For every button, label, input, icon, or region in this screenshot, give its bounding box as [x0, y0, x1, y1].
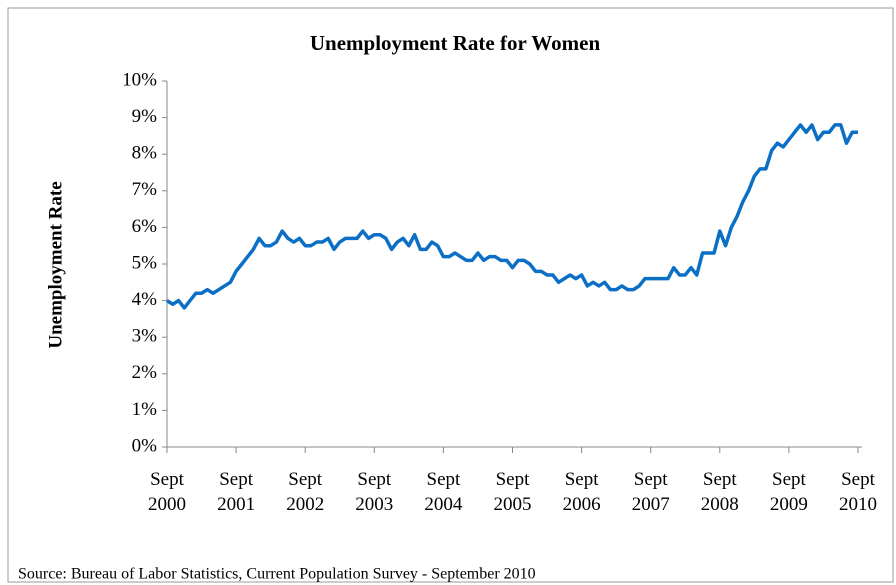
- y-tick-label: 10%: [122, 69, 157, 90]
- x-tick-label: Sept 2004: [424, 469, 463, 515]
- x-tick-label: Sept 2009: [769, 469, 808, 515]
- data-line: [166, 123, 858, 310]
- x-tick-label: Sept 2002: [286, 469, 325, 515]
- y-tick-label: 6%: [132, 216, 158, 237]
- y-tick-label: 4%: [132, 289, 158, 310]
- x-tick-label: Sept 2006: [562, 469, 601, 515]
- x-tick-label: Sept 2005: [493, 469, 532, 515]
- y-tick-label: 5%: [132, 252, 158, 273]
- x-tick-label: Sept 2000: [148, 469, 186, 515]
- chart-frame: [7, 7, 894, 583]
- y-tick-label: 3%: [132, 326, 158, 347]
- y-axis-label: Unemployment Rate: [45, 181, 66, 348]
- source-note: Source: Bureau of Labor Statistics, Curr…: [18, 566, 536, 583]
- y-tick-label: 1%: [132, 399, 158, 420]
- x-tick-label: Sept 2001: [217, 469, 256, 515]
- y-tick-label: 9%: [132, 106, 158, 127]
- y-tick-label: 2%: [132, 362, 158, 383]
- y-tick-label: 0%: [132, 435, 158, 456]
- x-tick-label: Sept 2003: [355, 469, 394, 515]
- y-tick-label: 8%: [132, 143, 158, 164]
- x-tick-label: Sept 2007: [631, 469, 670, 515]
- x-tick-label: Sept 2010: [839, 469, 877, 515]
- chart-title: Unemployment Rate for Women: [310, 31, 601, 55]
- x-tick-label: Sept 2008: [700, 469, 739, 515]
- y-tick-label: 7%: [132, 179, 158, 200]
